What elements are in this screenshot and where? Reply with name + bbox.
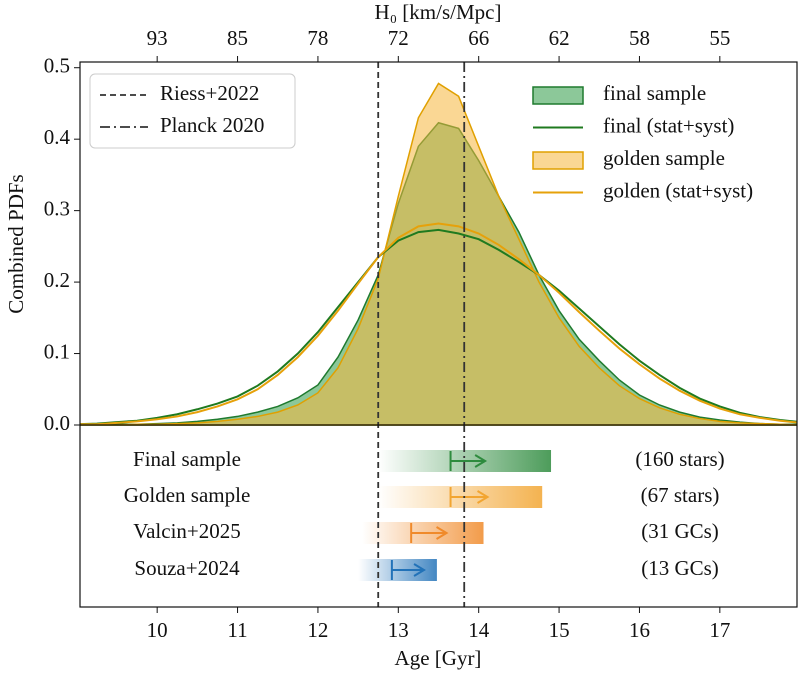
y-tick-label: 0.5 [44, 54, 70, 78]
x-tick-label: 12 [307, 618, 328, 642]
range-note: (13 GCs) [641, 556, 719, 580]
y-tick-label: 0.2 [44, 268, 70, 292]
line [80, 222, 797, 426]
x-tick-label: 13 [388, 618, 409, 642]
y-tick-label: 0.4 [44, 125, 71, 149]
range-note: (31 GCs) [641, 519, 719, 543]
x2-tick-label: 93 [147, 26, 168, 50]
x2-tick-label: 78 [307, 26, 328, 50]
y-tick-label: 0.3 [44, 196, 70, 220]
range-label: Valcin+2025 [133, 519, 241, 543]
legend-label: Planck 2020 [160, 113, 264, 137]
arrow-head [474, 454, 488, 468]
range-label: Golden sample [124, 483, 251, 507]
y-axis-label: Combined PDFs [4, 174, 28, 313]
y-tick-label: 0.1 [44, 339, 70, 363]
x2-axis-label: H₀ [km/s/Mpc] [375, 0, 502, 24]
arrow-head [477, 490, 490, 504]
x2-tick-label: 72 [388, 26, 409, 50]
legend-label: golden (stat+syst) [603, 178, 753, 202]
x-tick-label: 11 [227, 618, 247, 642]
legend-label: final sample [603, 81, 706, 105]
arrow-head [413, 563, 426, 577]
range-note: (160 stars) [635, 447, 724, 471]
area [80, 82, 797, 426]
line [80, 228, 797, 426]
x-tick-label: 15 [549, 618, 570, 642]
legend-label: golden sample [603, 146, 725, 170]
y-tick-label: 0.0 [44, 411, 70, 435]
legend-patch [532, 151, 584, 170]
x-tick-label: 17 [709, 618, 730, 642]
x2-tick-label: 62 [549, 26, 570, 50]
x2-tick-label: 66 [468, 26, 489, 50]
x-tick-label: 14 [468, 618, 490, 642]
x2-tick-label: 58 [629, 26, 650, 50]
x2-tick-label: 85 [227, 26, 248, 50]
plot-area [80, 82, 797, 426]
legend-label: Riess+2022 [160, 81, 259, 105]
range-note: (67 stars) [641, 483, 720, 507]
x-axis-label: Age [Gyr] [395, 646, 482, 670]
arrow-head [436, 526, 449, 540]
frame [79, 61, 798, 608]
legend-box [89, 73, 296, 149]
x-tick-label: 10 [147, 618, 168, 642]
legend-label: final (stat+syst) [603, 113, 734, 137]
range-label: Final sample [133, 447, 241, 471]
range-label: Souza+2024 [134, 556, 240, 580]
legend-patch [532, 86, 584, 105]
x2-tick-label: 55 [709, 26, 730, 50]
x-tick-label: 16 [629, 618, 650, 642]
